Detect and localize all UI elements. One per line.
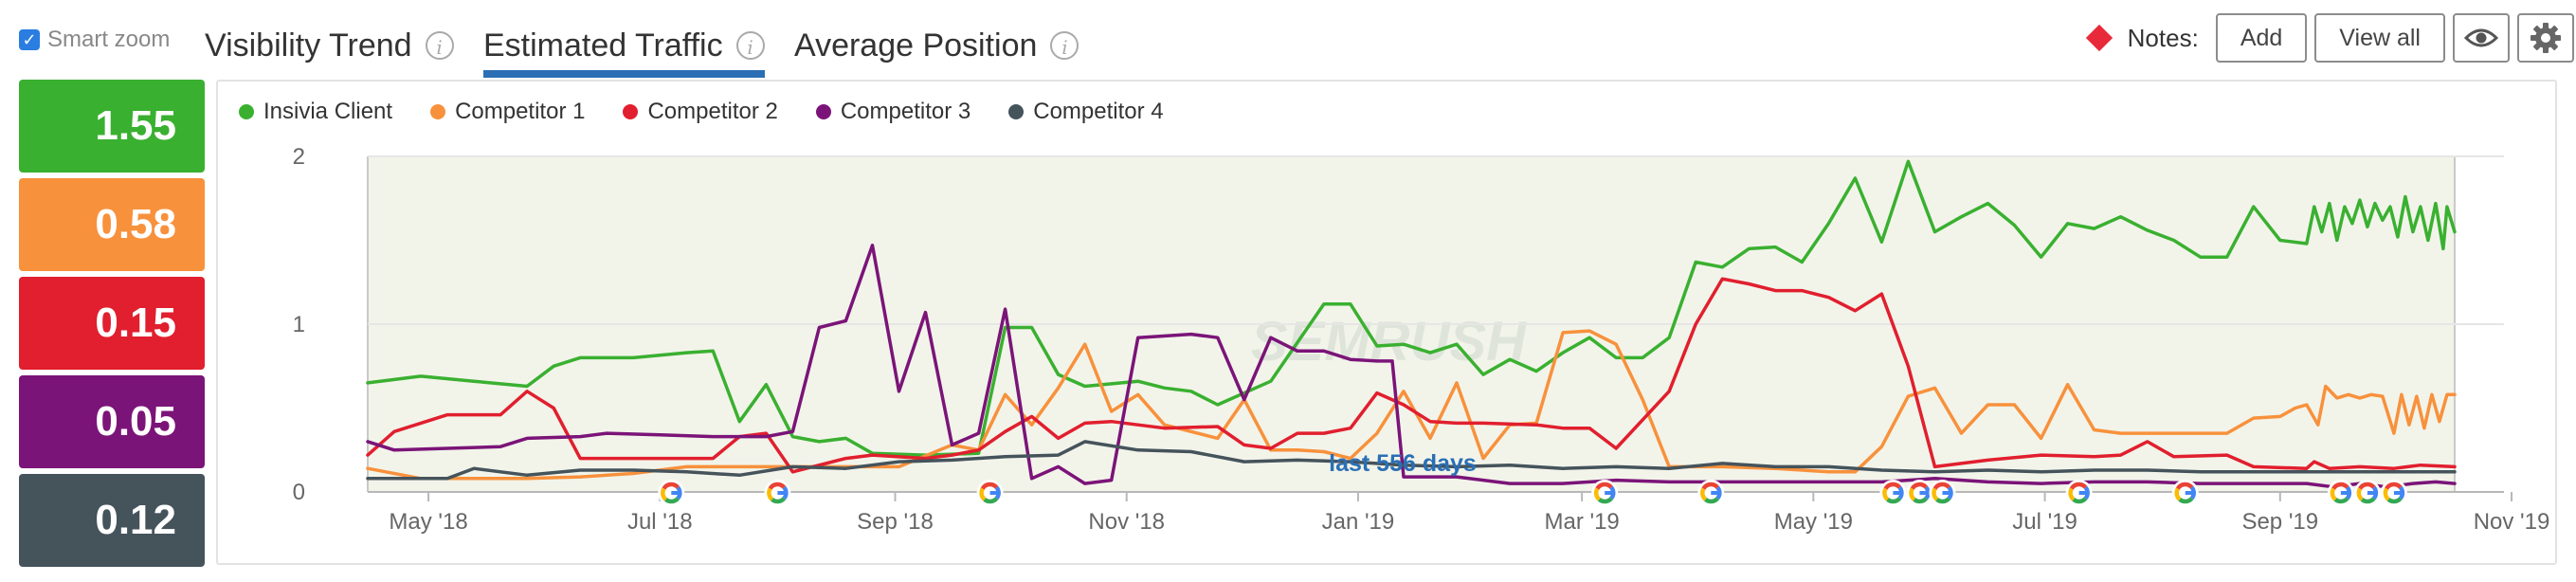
google-update-icon[interactable] <box>2171 480 2199 506</box>
x-tick-label: May '18 <box>389 509 467 535</box>
series-line-competitor-2 <box>366 277 2457 474</box>
google-update-icon[interactable] <box>2065 480 2093 506</box>
x-tick-label: Sep '18 <box>857 509 934 535</box>
view-all-notes-button[interactable]: View all <box>2314 13 2445 63</box>
legend-item-insivia-client[interactable]: Insivia Client <box>239 99 392 125</box>
tab-label: Visibility Trend <box>205 27 412 64</box>
info-icon[interactable]: i <box>735 31 765 60</box>
info-icon[interactable]: i <box>425 31 454 60</box>
y-tick-label: 0 <box>293 480 305 505</box>
x-tick-label: May '19 <box>1774 509 1853 535</box>
legend-item-competitor-2[interactable]: Competitor 2 <box>623 99 778 125</box>
google-update-icon[interactable] <box>2380 480 2407 506</box>
x-tick-label: Mar '19 <box>1544 509 1619 535</box>
google-update-icon[interactable] <box>764 480 791 506</box>
smart-zoom-label: Smart zoom <box>47 27 171 52</box>
tab-average-position[interactable]: Average Position i <box>794 13 1079 78</box>
google-update-icon[interactable] <box>1929 480 1956 506</box>
x-tick-label: Sep '19 <box>2241 509 2318 535</box>
tab-visibility-trend[interactable]: Visibility Trend i <box>205 13 454 78</box>
series-line-competitor-3 <box>366 244 2457 489</box>
legend-label: Insivia Client <box>263 99 393 124</box>
add-note-button[interactable]: Add <box>2215 13 2308 63</box>
eye-button[interactable] <box>2453 13 2510 63</box>
tab-estimated-traffic[interactable]: Estimated Traffic i <box>483 13 765 78</box>
chart-toolbar: ✓ Smart zoom Visibility Trend i Estimate… <box>0 0 2576 78</box>
google-update-icon[interactable] <box>1879 480 1907 506</box>
legend-dot <box>815 104 831 119</box>
legend-dot <box>239 104 254 119</box>
semrush-watermark: SEMRUSH <box>1251 311 1527 373</box>
legend-dot <box>1008 104 1025 119</box>
gear-icon <box>2531 23 2561 53</box>
google-update-icon[interactable] <box>1906 480 1933 506</box>
chart-panel <box>216 80 2557 565</box>
info-icon[interactable]: i <box>1050 31 1079 60</box>
summary-value-competitor-4: 0.12 <box>19 474 205 567</box>
legend-label: Competitor 2 <box>647 99 778 124</box>
google-update-icon[interactable] <box>1697 480 1725 506</box>
legend-label: Competitor 1 <box>455 99 586 124</box>
legend-item-competitor-4[interactable]: Competitor 4 <box>1008 99 1164 125</box>
summary-value-competitor-3: 0.05 <box>19 375 205 468</box>
summary-value-competitor-1: 0.58 <box>19 178 205 271</box>
settings-button[interactable] <box>2517 13 2574 63</box>
smart-zoom-toggle[interactable]: ✓ Smart zoom <box>19 27 170 53</box>
legend-label: Competitor 4 <box>1033 99 1164 124</box>
y-tick-label: 2 <box>293 144 305 170</box>
smart-zoom-checkbox[interactable]: ✓ <box>19 29 40 50</box>
google-update-icon[interactable] <box>2327 480 2354 506</box>
legend-dot <box>623 104 639 119</box>
x-tick-label: Jan '19 <box>1322 509 1395 535</box>
x-tick-label: Jul '19 <box>2012 509 2077 535</box>
legend-item-competitor-1[interactable]: Competitor 1 <box>430 99 585 125</box>
series-line-insivia-client <box>366 159 2457 457</box>
google-update-icon[interactable] <box>976 480 1004 506</box>
tab-label: Average Position <box>794 27 1038 64</box>
summary-value-insivia-client: 1.55 <box>19 80 205 173</box>
legend-item-competitor-3[interactable]: Competitor 3 <box>815 99 971 125</box>
legend-dot <box>430 104 446 119</box>
tab-label: Estimated Traffic <box>483 27 723 64</box>
range-annotation: last 556 days <box>1329 450 1477 477</box>
x-tick-label: Nov '19 <box>2474 509 2550 535</box>
google-update-icon[interactable] <box>2353 480 2381 506</box>
google-update-icon[interactable] <box>1591 480 1619 506</box>
notes-toolbar: Notes: Add View all <box>2085 13 2576 63</box>
google-update-icon[interactable] <box>658 480 685 506</box>
y-tick-label: 1 <box>293 312 305 337</box>
x-tick-label: Nov '18 <box>1088 509 1165 535</box>
notes-label: Notes: <box>2127 23 2199 52</box>
series-line-competitor-4 <box>366 440 2457 481</box>
legend-label: Competitor 3 <box>840 99 971 124</box>
x-tick-label: Jul '18 <box>627 509 693 535</box>
series-line-competitor-1 <box>366 329 2457 481</box>
summary-value-competitor-2: 0.15 <box>19 277 205 370</box>
chart-legend: Insivia Client Competitor 1 Competitor 2… <box>239 99 1164 125</box>
eye-icon <box>2464 28 2498 47</box>
